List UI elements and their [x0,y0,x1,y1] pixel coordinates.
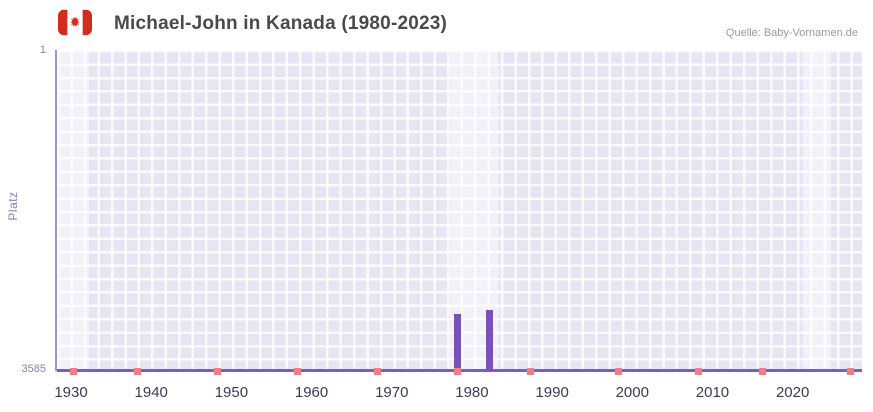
no-data-marker [694,368,702,375]
no-data-marker [294,368,302,375]
rank-bar-1978[interactable] [454,314,462,371]
x-tick-label: 2000 [615,384,649,401]
source-credit: Quelle: Baby-Vornamen.de [725,27,858,39]
x-tick-label: 1990 [535,384,569,401]
x-axis: 1930 1940 1950 1960 1970 1980 1990 2000 2010 2020 [54,384,862,406]
no-data-marker [374,368,382,375]
no-data-marker [454,368,462,375]
x-tick-label: 2010 [695,384,730,401]
plot-area [55,50,862,375]
page-title: Michael-John in Kanada (1980-2023) [114,13,448,34]
x-tick-label: 1930 [54,384,88,401]
no-data-marker [526,368,534,375]
canada-flag-icon [58,9,92,41]
no-data-marker [847,368,855,375]
x-tick-label: 1980 [455,384,489,401]
no-data-marker [133,368,141,375]
x-tick-label: 1950 [214,384,249,401]
y-axis-bottom-label: 3585 [21,363,46,375]
y-axis-top-label: 1 [39,44,46,56]
no-data-marker [614,368,622,375]
no-data-marker [213,368,221,375]
highlight-band [802,50,831,371]
y-axis-title: Platz [6,191,20,221]
rank-bar-1982[interactable] [486,309,494,371]
highlight-band [57,50,90,371]
x-tick-label: 1940 [134,384,168,401]
no-data-marker [69,368,77,375]
x-tick-label: 2020 [775,384,810,401]
no-data-marker [759,368,767,375]
x-tick-label: 1960 [294,384,329,401]
x-tick-label: 1970 [375,384,409,401]
